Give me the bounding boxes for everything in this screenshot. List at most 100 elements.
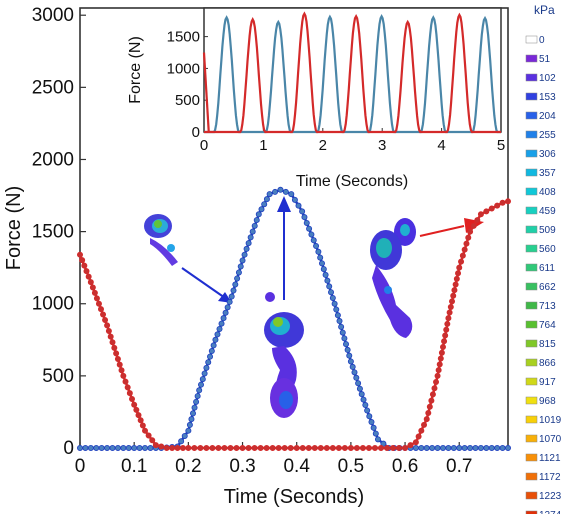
main-series-point	[333, 306, 340, 313]
main-series-point	[328, 289, 335, 296]
main-series-point	[232, 281, 239, 288]
legend-swatch	[525, 168, 538, 177]
main-series-point	[220, 315, 227, 322]
legend-swatch	[525, 111, 538, 120]
main-series-point	[358, 391, 365, 398]
main-series-point	[210, 342, 217, 349]
main-series-point	[181, 432, 188, 439]
legend-swatch	[525, 453, 538, 462]
main-series-point	[169, 444, 176, 451]
main-series-point	[241, 251, 248, 258]
main-series-point	[474, 217, 481, 224]
main-series-point	[125, 444, 132, 451]
legend-swatch	[525, 187, 538, 196]
legend-label: 713	[539, 301, 556, 312]
main-y-tick-label: 0	[63, 438, 74, 459]
main-series-point	[152, 442, 159, 449]
legend-swatch	[525, 415, 538, 424]
main-series-point	[287, 444, 294, 451]
main-series-point	[179, 444, 186, 451]
main-series-point	[346, 352, 353, 359]
main-series-point	[82, 444, 89, 451]
main-series-point	[114, 444, 121, 451]
main-series-point	[158, 443, 165, 450]
main-series-point	[135, 412, 142, 419]
main-series-point	[272, 188, 279, 195]
main-series-point	[255, 211, 262, 218]
main-series-point	[320, 266, 327, 273]
main-series-point	[136, 444, 143, 451]
main-series-point	[275, 444, 282, 451]
legend-swatch	[525, 92, 538, 101]
inset-x-tick-label: 1	[259, 137, 267, 154]
main-series-point	[209, 444, 216, 451]
main-series-point	[418, 444, 425, 451]
main-y-axis-title: Force (N)	[3, 186, 25, 270]
main-series-point	[120, 444, 127, 451]
main-series-point	[216, 325, 223, 332]
main-x-tick-label: 0.1	[121, 456, 147, 477]
main-series-point	[185, 444, 192, 451]
main-series-point	[359, 444, 366, 451]
main-series-point	[418, 427, 425, 434]
main-series-point	[89, 284, 96, 291]
main-series-point	[145, 432, 152, 439]
main-series-point	[299, 444, 306, 451]
main-series-point	[384, 444, 391, 451]
main-series-point	[77, 444, 84, 451]
legend-swatch	[525, 358, 538, 367]
main-series-point	[83, 268, 90, 275]
main-series-point	[431, 385, 438, 392]
main-series-point	[456, 444, 463, 451]
main-series-point	[308, 231, 315, 238]
main-series-point	[247, 234, 254, 241]
main-series-point	[317, 254, 324, 261]
main-series-point	[338, 323, 345, 330]
legend-label: 204	[539, 111, 556, 122]
main-x-tick-label: 0.6	[392, 456, 418, 477]
main-series-point	[412, 444, 419, 451]
main-x-tick-label: 0.4	[283, 456, 310, 477]
main-series-point	[91, 289, 98, 296]
inset-series-line-0	[204, 13, 501, 134]
main-series-point	[282, 188, 289, 195]
main-series-point	[415, 433, 422, 440]
main-series-point	[249, 228, 256, 235]
main-series-point	[114, 356, 121, 363]
legend-label: 1172	[539, 472, 561, 483]
legend-label: 509	[539, 225, 556, 236]
main-series-point	[421, 421, 428, 428]
main-series-point	[347, 358, 354, 365]
main-series-point	[335, 444, 342, 451]
main-series-point	[111, 344, 118, 351]
main-series-point	[224, 304, 231, 311]
main-series-point	[233, 444, 240, 451]
main-series-point	[228, 293, 235, 300]
legend-label: 459	[539, 206, 556, 217]
main-series-point	[461, 246, 468, 253]
main-series-point	[441, 338, 448, 345]
main-series-point	[197, 381, 204, 388]
main-series-point	[109, 339, 116, 346]
main-series-point	[120, 372, 127, 379]
main-series-point	[149, 437, 156, 444]
main-series-point	[452, 281, 459, 288]
main-series-point	[429, 444, 436, 451]
main-series-point	[222, 309, 229, 316]
main-series-point	[107, 333, 114, 340]
main-x-tick-label: 0.2	[175, 456, 201, 477]
main-series-point	[93, 295, 100, 302]
main-series-point	[362, 402, 369, 409]
main-series-point	[356, 385, 363, 392]
legend-title: kPa	[534, 3, 555, 17]
main-series-point	[396, 444, 403, 451]
main-series-point	[188, 416, 195, 423]
main-series-point	[323, 444, 330, 451]
main-series-point	[366, 413, 373, 420]
main-series-point	[429, 391, 436, 398]
legend-label: 1070	[539, 434, 562, 445]
main-series-point	[291, 196, 298, 203]
main-series-point	[102, 316, 109, 323]
main-x-axis-title: Time (Seconds)	[224, 486, 364, 508]
main-series-point	[390, 444, 397, 451]
